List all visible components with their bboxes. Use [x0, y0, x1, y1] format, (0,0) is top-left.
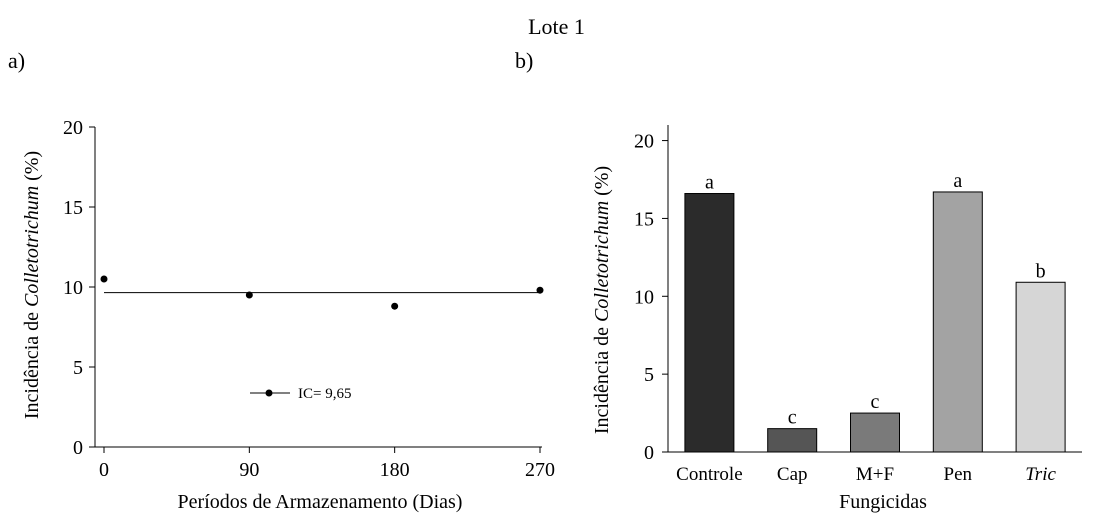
- chart-a-points: [100, 275, 544, 310]
- bar-letter: c: [871, 391, 880, 413]
- chart-b-bar-group: [684, 191, 1066, 453]
- chart-a-scatter: 0 5 10 15 20 0 90 180 270 IC= 9,65 Períodos de …: [21, 117, 555, 513]
- data-point: [391, 302, 399, 310]
- y-tick-label: 15: [634, 208, 654, 230]
- category-label: Tric: [1025, 464, 1056, 485]
- category-label: Controle: [676, 464, 743, 485]
- panel-b-label: b): [515, 48, 534, 73]
- bar-pen: [932, 191, 983, 453]
- bar-controle: [684, 193, 735, 453]
- bar-tric: [1015, 281, 1066, 453]
- bar-letter: a: [953, 170, 962, 192]
- legend-marker: [265, 389, 273, 397]
- chart-b-x-label: Fungicidas: [839, 491, 927, 513]
- y-tick-label: 5: [73, 357, 83, 379]
- y-tick-label: 10: [63, 277, 83, 299]
- chart-a-legend: IC= 9,65: [250, 386, 351, 402]
- bar-letter: c: [788, 407, 797, 429]
- data-point: [245, 291, 253, 299]
- x-tick-label: 270: [525, 459, 555, 481]
- panel-a-label: a): [8, 48, 26, 73]
- chart-a-x-ticks: 0 90 180 270: [99, 447, 555, 481]
- figure-title: Lote 1: [528, 14, 585, 39]
- data-point: [536, 286, 544, 294]
- category-label: Pen: [944, 464, 973, 485]
- chart-a-y-ticks: 0 5 10 15 20: [63, 117, 95, 459]
- x-tick-label: 180: [380, 459, 410, 481]
- chart-b-y-ticks: 0 5 10 15 20: [634, 131, 668, 464]
- chart-b-y-label: Incidência de Colletotrichum (%): [591, 166, 613, 434]
- chart-a-x-label: Períodos de Armazenamento (Dias): [178, 491, 463, 513]
- y-tick-label: 5: [644, 364, 654, 386]
- y-tick-label: 0: [73, 437, 83, 459]
- y-tick-label: 0: [644, 442, 654, 464]
- y-tick-label: 20: [63, 117, 83, 139]
- bar-cap: [767, 428, 818, 453]
- bar-letter: a: [705, 172, 714, 194]
- x-tick-label: 0: [99, 459, 109, 481]
- category-label: M+F: [856, 464, 894, 485]
- x-tick-label: 90: [239, 459, 259, 481]
- bar-m-f: [850, 412, 900, 453]
- chart-b-bars: 0 5 10 15 20 a c c a b Controle Cap M+F Pen Tric Fun…: [591, 125, 1082, 513]
- chart-b-categories: Controle Cap M+F Pen Tric: [676, 464, 1056, 485]
- data-point: [100, 275, 108, 283]
- legend-label: IC= 9,65: [298, 386, 351, 402]
- chart-b-letters: a c c a b: [705, 170, 1046, 429]
- y-tick-label: 20: [634, 131, 654, 153]
- y-tick-label: 10: [634, 286, 654, 308]
- bar-letter: b: [1036, 260, 1046, 282]
- y-tick-label: 15: [63, 197, 83, 219]
- category-label: Cap: [777, 464, 808, 485]
- chart-a-y-label: Incidência de Colletotrichum (%): [21, 151, 43, 419]
